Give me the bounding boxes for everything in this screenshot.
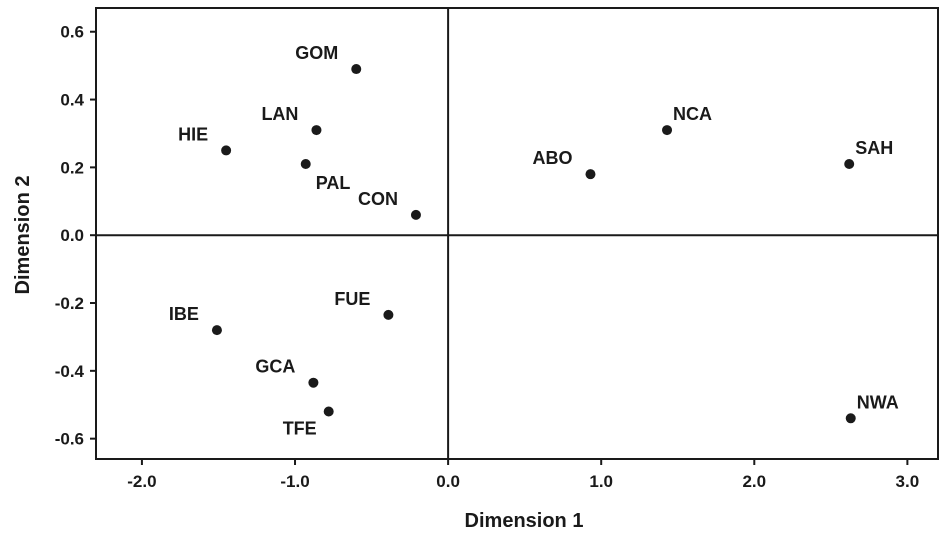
point-marker [221,145,232,156]
point-marker [845,413,856,424]
data-point-ibe: IBE [169,304,222,336]
data-point-nwa: NWA [845,392,899,424]
data-point-lan: LAN [261,104,322,136]
data-points: GOM LAN HIE PAL CON ABO NCA SAH FUE IBE GCA TFE NWA [169,43,899,438]
point-marker [662,125,673,136]
point-label: GOM [295,43,338,63]
reference-lines [96,8,938,459]
y-tick-label: 0.4 [60,91,84,110]
x-tick-label: -1.0 [280,472,309,491]
point-marker [311,125,322,136]
point-marker [383,309,394,320]
y-tick-label: 0.2 [60,158,84,177]
point-label: FUE [334,289,370,309]
x-tick-label: -2.0 [127,472,156,491]
point-label: IBE [169,304,199,324]
point-marker [308,377,319,388]
data-point-hie: HIE [178,124,232,156]
x-axis-title: Dimension 1 [465,510,584,532]
data-point-nca: NCA [662,104,712,136]
point-label: PAL [316,173,351,193]
point-label: NCA [673,104,712,124]
y-axis-title: Dimension 2 [12,176,34,295]
point-label: CON [358,189,398,209]
data-point-abo: ABO [532,148,596,180]
data-point-pal: PAL [300,158,351,193]
point-label: GCA [255,357,295,377]
point-label: NWA [857,392,899,412]
data-point-sah: SAH [844,138,893,169]
y-tick-label: -0.6 [55,430,84,449]
x-tick-label: 3.0 [896,472,920,491]
point-marker [211,325,222,336]
point-marker [844,158,855,169]
y-tick-label: -0.2 [55,294,84,313]
x-tick-label: 1.0 [589,472,613,491]
x-tick-label: 2.0 [742,472,766,491]
data-point-gom: GOM [295,43,362,75]
point-label: TFE [283,419,317,439]
point-marker [300,158,311,169]
point-marker [585,169,596,180]
plot-area [95,7,939,460]
point-marker [351,64,362,75]
data-point-gca: GCA [255,357,319,388]
data-point-fue: FUE [334,289,394,320]
x-axis-ticks: -2.0 -1.0 0.0 1.0 2.0 3.0 [127,459,919,491]
y-axis-ticks: 0.6 0.4 0.2 0.0 -0.2 -0.4 -0.6 [55,23,96,449]
plot-frame [95,7,939,460]
point-label: LAN [261,104,298,124]
point-marker [323,406,334,417]
x-tick-label: 0.0 [436,472,460,491]
y-tick-label: 0.0 [60,226,84,245]
point-marker [410,209,421,220]
y-tick-label: -0.4 [55,362,85,381]
y-tick-label: 0.6 [60,23,84,42]
point-label: SAH [855,138,893,158]
data-point-tfe: TFE [283,406,334,439]
point-label: HIE [178,124,208,144]
point-label: ABO [532,148,572,168]
data-point-con: CON [358,189,421,220]
